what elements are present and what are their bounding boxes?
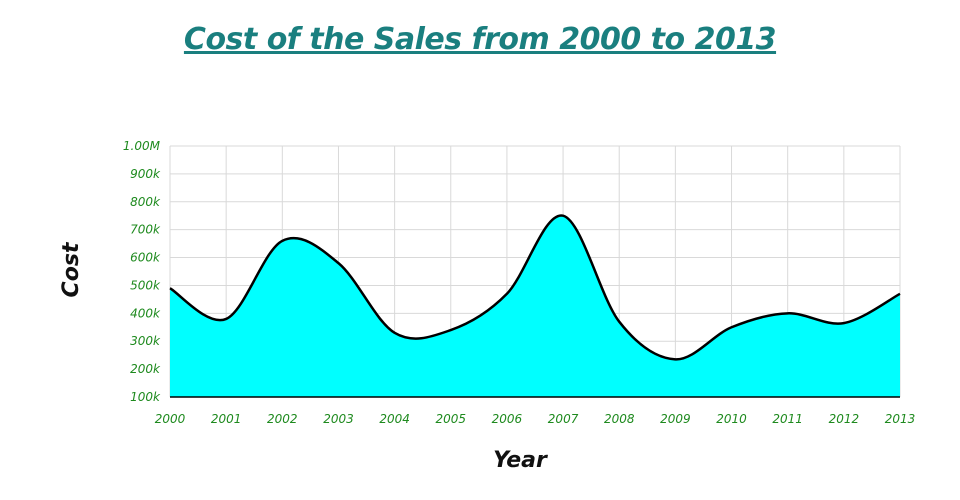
- x-tick-label: 2000: [155, 412, 186, 426]
- x-tick-label: 2001: [211, 412, 242, 426]
- x-tick-label: 2009: [660, 412, 691, 426]
- x-tick-label: 2007: [548, 412, 579, 426]
- y-tick-label: 600k: [130, 251, 161, 265]
- x-tick-label: 2005: [435, 412, 466, 426]
- y-tick-labels: 100k 200k 300k 400k 500k 600k 700k 800k 900k 1.00…: [123, 139, 161, 404]
- x-tick-label: 2003: [323, 412, 354, 426]
- x-tick-label: 2011: [772, 412, 803, 426]
- area-fill: [170, 215, 900, 397]
- y-tick-label: 300k: [130, 334, 161, 348]
- y-tick-label: 700k: [130, 223, 161, 237]
- y-tick-label: 400k: [130, 306, 161, 320]
- y-tick-label: 500k: [130, 278, 161, 292]
- x-tick-label: 2013: [885, 412, 916, 426]
- y-tick-label: 100k: [130, 390, 161, 404]
- x-tick-label: 2010: [716, 412, 747, 426]
- y-tick-label: 800k: [130, 195, 161, 209]
- x-tick-labels: 2000 2001 2002 2003 2004 2005 2006 2007 2008 2009…: [155, 412, 916, 426]
- y-tick-label: 1.00M: [123, 139, 161, 153]
- x-axis-label: Year: [493, 448, 547, 473]
- x-tick-label: 2002: [267, 412, 298, 426]
- x-tick-label: 2008: [604, 412, 635, 426]
- y-tick-label: 900k: [130, 167, 161, 181]
- plot-area: [169, 214, 901, 398]
- chart-title: Cost of the Sales from 2000 to 2013: [183, 22, 777, 57]
- x-tick-label: 2012: [829, 412, 860, 426]
- x-tick-label: 2004: [379, 412, 410, 426]
- x-tick-label: 2006: [492, 412, 523, 426]
- y-tick-label: 200k: [130, 362, 161, 376]
